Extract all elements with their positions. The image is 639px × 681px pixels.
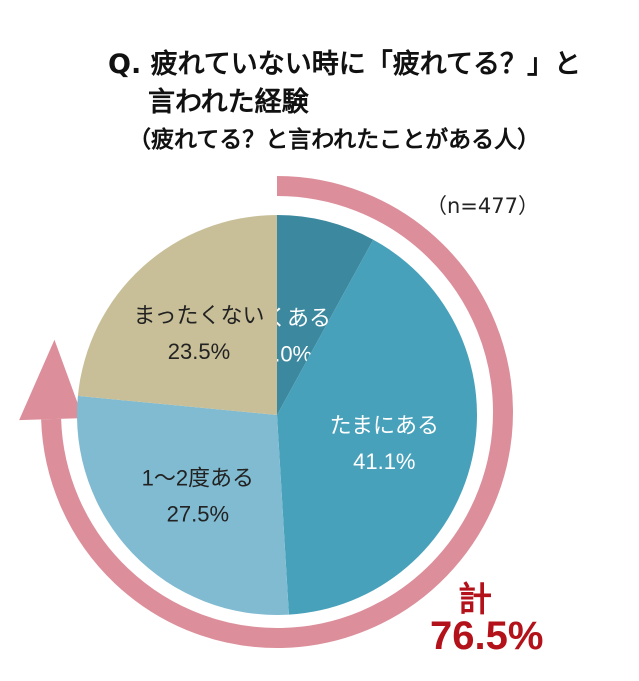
total-label: 計 xyxy=(458,581,492,619)
pie-slice xyxy=(77,215,277,415)
slice-value-label: 41.1% xyxy=(353,449,415,474)
slice-value-label: 23.5% xyxy=(168,339,230,364)
chart-subtitle: （疲れてる？と言われたことがある人） xyxy=(128,127,541,153)
highlight-arc xyxy=(41,176,513,648)
chart-title-line1: Q. 疲れていない時に「疲れてる？」と xyxy=(108,49,581,80)
sample-size: （n=477） xyxy=(426,194,539,218)
pie-slice xyxy=(76,395,289,615)
slice-label: 1～2度ある xyxy=(142,465,254,490)
chart-title-line2: 言われた経験 xyxy=(148,87,309,118)
slice-label: たまにある xyxy=(330,413,439,438)
slice-label: まったくない xyxy=(133,303,264,328)
pie-slice xyxy=(277,215,374,415)
pie-slice xyxy=(277,239,477,615)
slice-value-label: 27.5% xyxy=(167,501,229,526)
total-value: 76.5% xyxy=(430,614,544,658)
highlight-arrowhead xyxy=(19,339,84,421)
